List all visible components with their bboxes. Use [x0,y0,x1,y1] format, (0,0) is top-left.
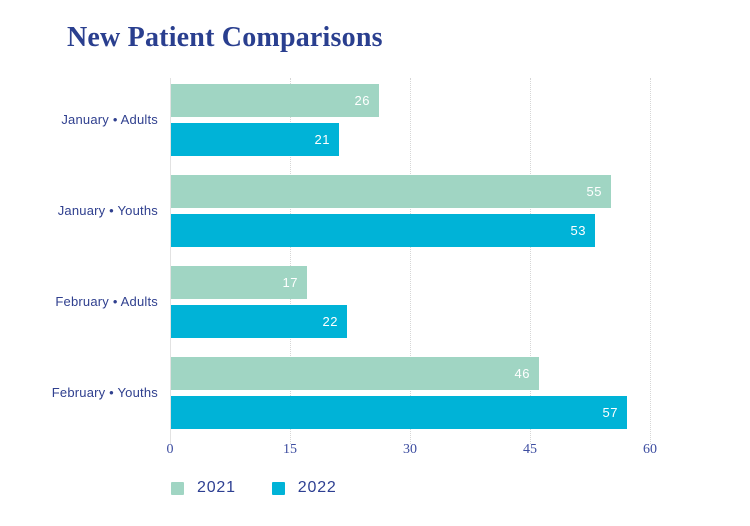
category-label: January • Youths [57,203,158,218]
legend-item-2021: 2021 [171,479,236,497]
bar-value-label: 22 [322,314,338,329]
bar-2021-1: 26 [171,84,379,117]
bar-value-label: 21 [314,132,330,147]
legend-item-2022: 2022 [271,479,337,497]
axis-zero-line [170,78,171,444]
bar-chart-plot-area: 26 21 55 53 17 22 46 57 [170,78,651,444]
bar-2021-3: 17 [171,266,307,299]
x-tick-label: 15 [283,442,297,457]
legend-swatch-2021 [171,481,184,495]
bar-value-label: 17 [282,275,298,290]
bar-value-label: 57 [602,405,618,420]
bar-value-label: 46 [514,366,530,381]
legend-label: 2022 [297,479,337,496]
gridline [290,78,291,444]
bar-value-label: 55 [586,184,602,199]
bar-2022-3: 22 [171,305,347,338]
bar-2021-2: 55 [171,175,611,208]
x-tick-label: 30 [403,442,417,457]
bar-value-label: 53 [570,223,586,238]
bar-2021-4: 46 [171,357,539,390]
category-label: February • Adults [55,294,158,309]
gridline [530,78,531,444]
legend-label: 2021 [197,479,236,496]
bar-2022-4: 57 [171,396,627,429]
category-label: January • Adults [61,112,158,127]
bar-value-label: 26 [354,93,370,108]
legend-swatch-2022 [271,481,285,495]
chart-legend: 2021 2022 [171,479,337,497]
x-tick-label: 0 [166,442,174,457]
gridline [650,78,651,444]
x-tick-label: 45 [523,442,537,457]
category-label: February • Youths [51,385,158,400]
gridline [410,78,411,444]
bar-2022-2: 53 [171,214,595,247]
x-tick-label: 60 [643,442,657,457]
chart-title: New Patient Comparisons [67,22,383,53]
bar-2022-1: 21 [171,123,339,156]
